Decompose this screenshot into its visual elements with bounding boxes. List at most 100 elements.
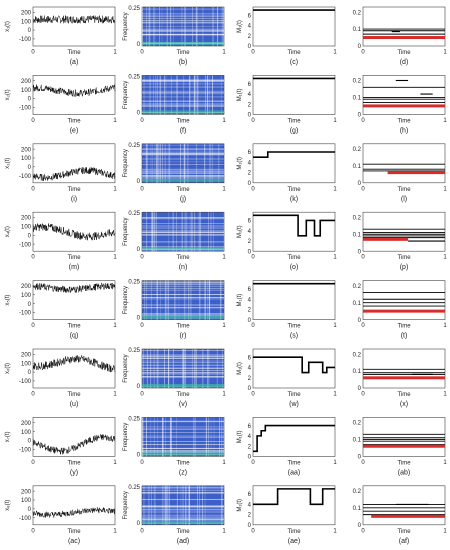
x-axis-label: Time	[287, 324, 301, 330]
time-tick-label: 1	[222, 186, 226, 192]
x-axis-label: Time	[397, 529, 411, 535]
x-axis-label: Time	[397, 50, 411, 56]
time-tick-label: 0	[361, 528, 365, 534]
order-ytick-label: 4	[248, 366, 252, 372]
time-tick-label: 1	[333, 528, 337, 534]
freq-plot-frame	[362, 143, 446, 184]
time-tick-label: 0	[361, 323, 365, 329]
freq-red-track	[363, 444, 445, 448]
signal-ytick-label: 100	[21, 293, 32, 299]
spec-y-label: Frequency	[123, 149, 129, 177]
x-axis-label: Time	[67, 460, 81, 466]
time-tick-label: 1	[222, 323, 226, 329]
x-axis-label: Time	[397, 255, 411, 261]
panel-label: (ad)	[177, 538, 189, 545]
x-axis-label: Time	[287, 255, 301, 261]
order-ytick-label: 0	[248, 318, 252, 324]
order-ytick-label: 6	[248, 150, 252, 156]
order-plot-frame	[252, 75, 336, 115]
time-tick-label: 0	[361, 460, 365, 466]
order-ytick-label: 0	[248, 113, 252, 119]
signal-y-label: x₆(t)	[5, 363, 11, 374]
spectrogram-frame	[141, 75, 225, 115]
x-axis-label: Time	[176, 50, 190, 56]
order-plot-frame	[252, 485, 336, 526]
freq-ytick-label: 0.1	[353, 232, 362, 238]
signal-ytick-label: 200	[21, 11, 32, 17]
x-axis-label: Time	[67, 50, 81, 56]
freq-red-track	[363, 36, 445, 40]
freq-red-track	[371, 514, 445, 518]
spec-ytick-label: 0	[137, 110, 141, 116]
panel-label: (g)	[290, 127, 299, 134]
x-axis-label: Time	[287, 529, 301, 535]
order-y-label: M₁(t)	[237, 294, 243, 307]
time-tick-label: 1	[113, 186, 117, 192]
panel-label: (e)	[70, 127, 79, 134]
order-ytick-label: 2	[248, 34, 252, 40]
spectrogram-low-band	[142, 384, 224, 387]
order-plot-frame	[252, 6, 336, 47]
spec-ytick-label: 0.25	[128, 6, 140, 12]
signal-trace	[32, 84, 116, 97]
time-tick-label: 0	[140, 118, 144, 124]
time-tick-label: 0	[251, 118, 255, 124]
x-axis-label: Time	[176, 255, 190, 261]
order-ytick-label: 0	[248, 249, 252, 255]
time-tick-label: 1	[443, 50, 447, 56]
spec-y-label: Frequency	[123, 81, 129, 109]
spec-ytick-label: 0	[137, 452, 141, 458]
order-y-label: M₁(t)	[237, 225, 243, 238]
order-y-label: M₁(t)	[237, 499, 243, 512]
spec-ytick-label: 0.25	[128, 143, 140, 149]
order-ytick-label: 4	[248, 92, 252, 98]
order-ytick-label: 4	[248, 160, 252, 166]
order-ytick-label: 2	[248, 171, 252, 177]
freq-ytick-label: 0	[358, 386, 362, 392]
panel-label: (ac)	[68, 538, 80, 545]
spec-ytick-label: 0.25	[128, 211, 140, 217]
freq-plot-frame	[362, 75, 446, 115]
panel-label: (j)	[180, 196, 186, 203]
signal-ytick-label: 0	[28, 97, 32, 103]
signal-plot-frame	[32, 348, 116, 389]
time-tick-label: 1	[333, 50, 337, 56]
signal-ytick-label: 200	[21, 421, 32, 427]
order-step-line	[253, 424, 335, 453]
freq-plot-frame	[362, 348, 446, 389]
freq-ytick-label: 0.1	[353, 438, 362, 444]
signal-trace	[32, 167, 116, 182]
order-step-line	[253, 488, 335, 506]
freq-ytick-label: 0.2	[353, 10, 362, 16]
spectrogram-low-band	[142, 315, 224, 319]
time-tick-label: 1	[443, 118, 447, 124]
panel-label: (k)	[290, 196, 298, 203]
order-ytick-label: 6	[248, 424, 252, 430]
time-tick-label: 0	[140, 323, 144, 329]
x-axis-label: Time	[67, 255, 81, 261]
signal-plot-frame	[32, 211, 116, 252]
panel-label: (x)	[400, 401, 408, 408]
x-axis-label: Time	[67, 529, 81, 535]
order-plot-frame	[252, 417, 336, 457]
signal-y-label: x₃(t)	[5, 158, 11, 169]
x-axis-label: Time	[176, 392, 190, 398]
freq-ytick-label: 0	[358, 44, 362, 50]
freq-ytick-label: 0.1	[353, 301, 362, 307]
order-step-line	[253, 356, 335, 374]
freq-red-track	[363, 309, 445, 313]
signal-ytick-label: 200	[21, 353, 32, 359]
time-tick-label: 1	[113, 118, 117, 124]
order-ytick-label: 2	[248, 444, 252, 450]
signal-ytick-label: -100	[19, 106, 32, 112]
freq-red-track	[387, 171, 445, 175]
panel-label: (u)	[70, 401, 79, 408]
time-tick-label: 1	[443, 460, 447, 466]
time-tick-label: 1	[443, 186, 447, 192]
time-tick-label: 0	[361, 392, 365, 398]
order-ytick-label: 6	[248, 492, 252, 498]
time-tick-label: 0	[140, 186, 144, 192]
panel-label: (n)	[179, 264, 188, 271]
